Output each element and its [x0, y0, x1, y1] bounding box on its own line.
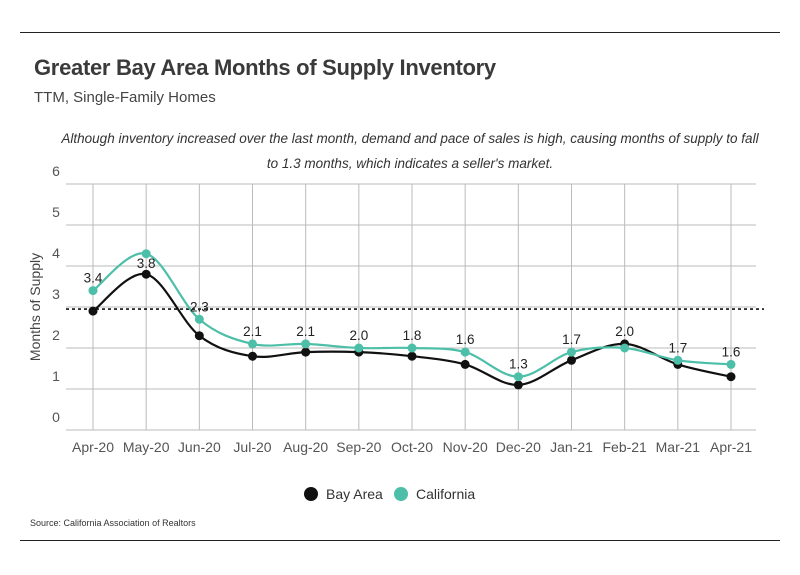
data-label: 3.4: [84, 271, 103, 286]
data-label: 2.0: [615, 324, 634, 339]
data-label: 1.6: [722, 344, 741, 359]
data-point-california: [673, 355, 683, 365]
source-note: Source: California Association of Realto…: [30, 518, 196, 528]
legend: Bay Area California: [0, 484, 800, 504]
data-point-california: [301, 339, 311, 349]
data-point-california: [141, 249, 151, 259]
x-tick-label: Aug-20: [283, 439, 328, 455]
x-tick-label: Jun-20: [178, 439, 221, 455]
legend-label-bay-area: Bay Area: [326, 486, 383, 502]
data-label: 2.1: [243, 324, 262, 339]
legend-item-california: California: [394, 484, 475, 504]
x-tick-label: Feb-21: [602, 439, 647, 455]
y-tick-label: 6: [52, 163, 60, 179]
data-point-bay-area: [567, 355, 576, 365]
data-point-bay-area: [301, 347, 311, 357]
x-tick-label: Mar-21: [656, 439, 701, 455]
data-point-california: [513, 372, 523, 382]
data-label: 1.7: [668, 340, 687, 355]
data-point-california: [248, 339, 257, 349]
y-tick-label: 3: [52, 286, 60, 302]
x-tick-label: Oct-20: [391, 439, 433, 455]
data-label: 2.1: [296, 324, 315, 339]
data-label: 3.8: [137, 256, 156, 271]
data-point-california: [567, 347, 576, 357]
data-point-california: [407, 343, 417, 353]
data-point-bay-area: [513, 380, 523, 390]
data-point-california: [88, 286, 98, 296]
legend-item-bay-area: Bay Area: [304, 484, 383, 504]
legend-label-california: California: [416, 486, 476, 502]
y-tick-label: 0: [52, 409, 60, 425]
data-point-bay-area: [194, 331, 204, 341]
data-point-california: [460, 347, 470, 357]
x-tick-label: Nov-20: [443, 439, 488, 455]
top-rule: [20, 32, 780, 33]
data-point-california: [354, 343, 364, 353]
y-tick-label: 1: [52, 368, 60, 384]
data-point-california: [620, 343, 630, 353]
legend-marker-bay-area: [304, 487, 318, 501]
x-tick-label: Jan-21: [550, 439, 593, 455]
data-point-bay-area: [141, 269, 151, 279]
data-point-california: [194, 314, 204, 324]
chart-subtitle: TTM, Single-Family Homes: [34, 89, 216, 106]
y-tick-label: 2: [52, 327, 60, 343]
chart-title: Greater Bay Area Months of Supply Invent…: [34, 55, 496, 80]
data-point-bay-area: [407, 351, 417, 361]
chart-annotation: Although inventory increased over the la…: [61, 131, 759, 171]
data-label: 1.8: [403, 328, 422, 343]
data-point-bay-area: [726, 372, 736, 382]
data-label: 2.0: [349, 328, 368, 343]
x-tick-label: Jul-20: [233, 439, 271, 455]
x-tick-label: May-20: [123, 439, 170, 455]
bottom-rule: [20, 540, 780, 541]
x-tick-label: Sep-20: [336, 439, 381, 455]
data-label: 1.7: [562, 332, 581, 347]
x-tick-label: Apr-20: [72, 439, 114, 455]
data-point-bay-area: [248, 351, 257, 361]
y-axis-label: Months of Supply: [27, 253, 43, 361]
y-tick-label: 5: [52, 204, 60, 220]
x-tick-label: Apr-21: [710, 439, 752, 455]
data-label: 1.3: [509, 357, 528, 372]
x-tick-label: Dec-20: [496, 439, 541, 455]
data-point-bay-area: [460, 359, 470, 369]
legend-marker-california: [394, 487, 408, 501]
data-label: 2.3: [190, 299, 209, 314]
data-label: 1.6: [456, 332, 475, 347]
data-point-california: [726, 359, 736, 369]
y-tick-label: 4: [52, 245, 60, 261]
data-point-bay-area: [88, 306, 98, 316]
